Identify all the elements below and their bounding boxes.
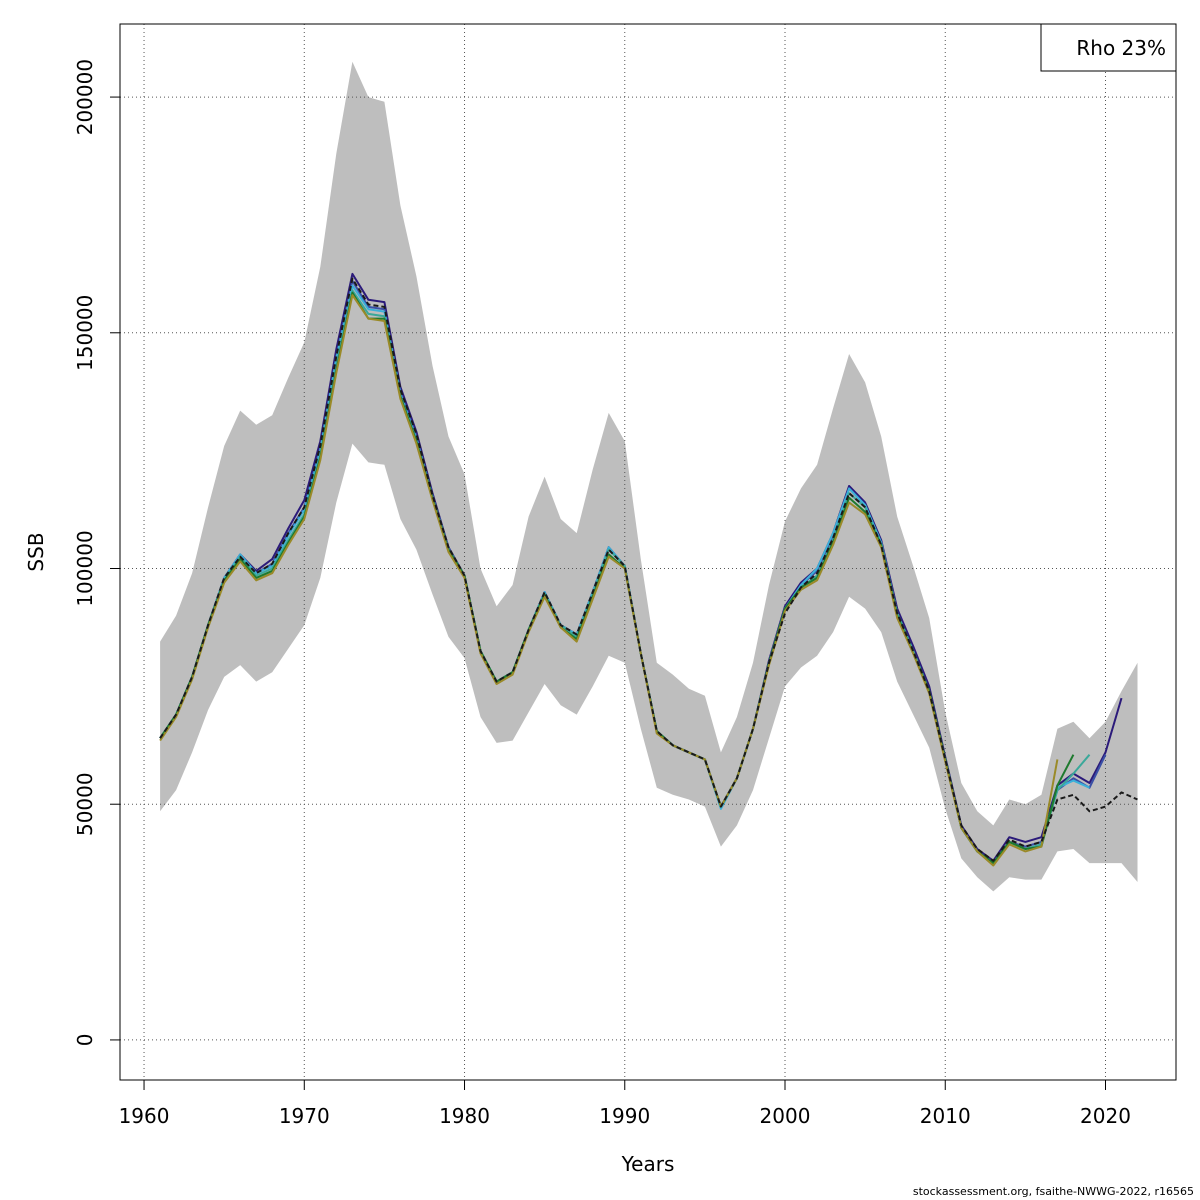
x-tick-label: 1990 [599,1104,650,1128]
grid-layer [120,24,1176,1080]
y-tick-label: 150000 [73,295,97,371]
x-tick-label: 1970 [279,1104,330,1128]
legend-text: Rho 23% [1076,36,1166,60]
y-axis: 0 50000 100000 150000 200000 [73,59,121,1047]
x-axis-title: Years [621,1152,675,1176]
legend: Rho 23% [1040,23,1177,72]
footer-credit: stockassessment.org, fsaithe-NWWG-2022, … [912,1185,1194,1198]
y-axis-title: SSB [24,532,48,571]
series-layer [159,272,1138,867]
legend-box [1040,23,1177,72]
series-line-7 [159,277,1138,862]
y-tick-label: 100000 [73,530,97,606]
y-tick-label: 50000 [73,772,97,836]
y-tick-label: 200000 [73,59,97,135]
y-tick-label: 0 [73,1034,97,1047]
series-line-6 [159,294,1059,867]
x-tick-label: 2000 [760,1104,811,1128]
x-tick-label: 2010 [920,1104,971,1128]
x-axis: 1960 1970 1980 1990 2000 2010 2020 [119,1079,1131,1128]
x-tick-label: 2020 [1080,1104,1131,1128]
x-tick-label: 1980 [439,1104,490,1128]
confidence-band-layer [160,61,1138,892]
confidence-band [160,61,1138,892]
x-tick-label: 1960 [119,1104,170,1128]
